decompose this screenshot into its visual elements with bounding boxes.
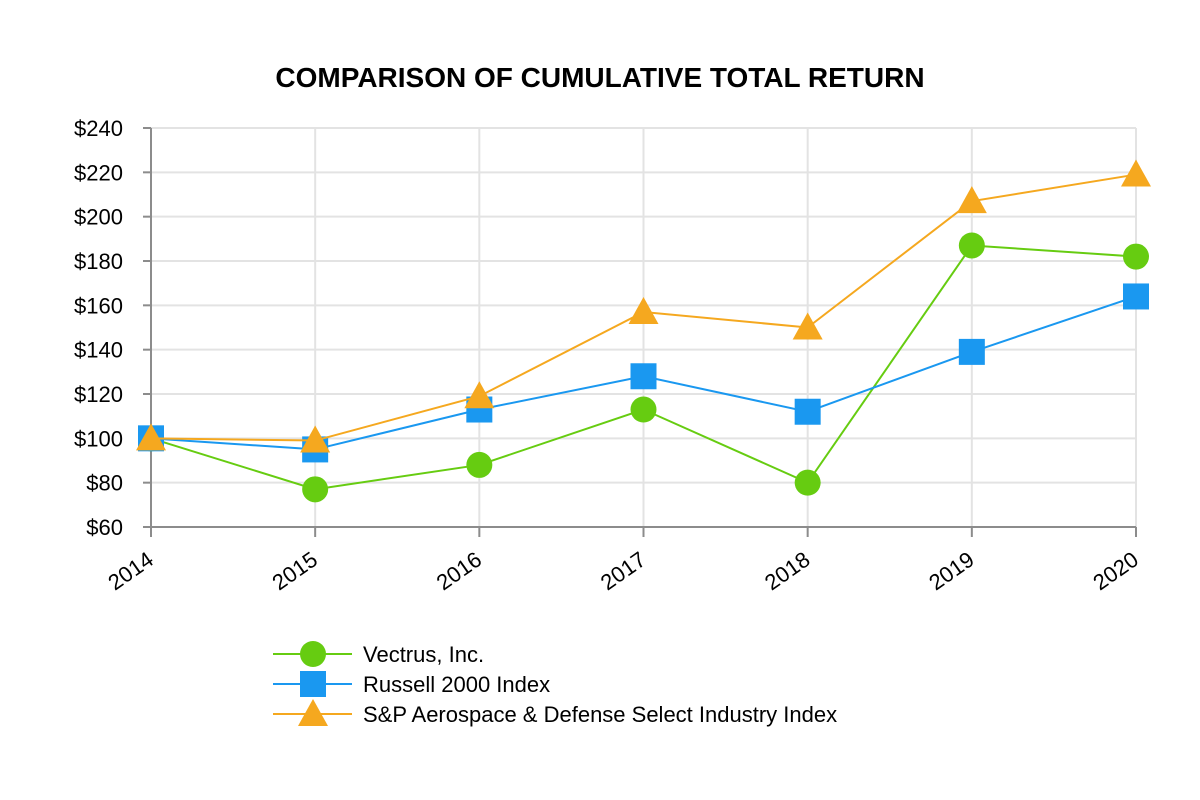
legend-marker-triangle xyxy=(298,699,328,726)
legend-item: Russell 2000 Index xyxy=(273,671,550,697)
legend-marker-circle xyxy=(300,641,326,667)
y-tick-label: $160 xyxy=(74,293,123,318)
x-tick-label: 2020 xyxy=(1088,547,1142,596)
data-point-triangle xyxy=(136,423,166,451)
data-point-triangle xyxy=(956,186,987,214)
y-axis-ticks: $60 $80 $100 $120 $140 $160 $180 $200 $220 $240 xyxy=(74,116,123,540)
grid xyxy=(151,127,1137,528)
data-point-square xyxy=(630,363,657,390)
legend-item: Vectrus, Inc. xyxy=(273,641,484,667)
series-2 xyxy=(136,159,1151,453)
legend: Vectrus, Inc. Russell 2000 Index S&P Aeros… xyxy=(273,641,837,727)
data-point-triangle xyxy=(464,381,495,409)
y-tick-label: $80 xyxy=(86,471,123,496)
x-tick-label: 2015 xyxy=(268,547,322,596)
series-0 xyxy=(138,232,1149,503)
data-point-square xyxy=(958,338,985,365)
y-tick-label: $180 xyxy=(74,249,123,274)
data-point-triangle xyxy=(1121,159,1151,187)
x-tick-label: 2018 xyxy=(760,547,814,596)
y-tick-label: $100 xyxy=(74,426,123,451)
data-point-circle xyxy=(302,476,329,503)
legend-item: S&P Aerospace & Defense Select Industry … xyxy=(273,699,837,727)
chart-title: COMPARISON OF CUMULATIVE TOTAL RETURN xyxy=(275,62,924,93)
legend-label: Russell 2000 Index xyxy=(363,672,550,697)
series-layer xyxy=(136,159,1151,503)
y-tick-label: $140 xyxy=(74,338,123,363)
legend-label: S&P Aerospace & Defense Select Industry … xyxy=(363,702,837,727)
y-tick-label: $220 xyxy=(74,160,123,185)
x-tick-label: 2019 xyxy=(924,547,978,596)
data-point-square xyxy=(794,398,821,425)
data-point-triangle xyxy=(300,425,331,453)
x-tick-label: 2016 xyxy=(432,547,486,596)
x-tick-label: 2017 xyxy=(596,547,650,596)
data-point-triangle xyxy=(792,312,823,340)
x-tick-label: 2014 xyxy=(103,547,157,596)
axes xyxy=(143,127,1137,537)
data-point-circle xyxy=(630,396,657,423)
y-tick-label: $60 xyxy=(86,515,123,540)
legend-label: Vectrus, Inc. xyxy=(363,642,484,667)
data-point-circle xyxy=(1123,243,1149,270)
x-axis-ticks: 2014 2015 2016 2017 2018 2019 2020 xyxy=(103,547,1142,596)
y-tick-label: $200 xyxy=(74,205,123,230)
data-point-square xyxy=(1123,283,1149,310)
y-tick-label: $240 xyxy=(74,116,123,141)
data-point-circle xyxy=(466,451,493,478)
data-point-circle xyxy=(794,469,821,496)
data-point-triangle xyxy=(628,296,659,324)
data-point-circle xyxy=(958,232,985,259)
y-tick-label: $120 xyxy=(74,382,123,407)
legend-marker-square xyxy=(300,671,326,697)
